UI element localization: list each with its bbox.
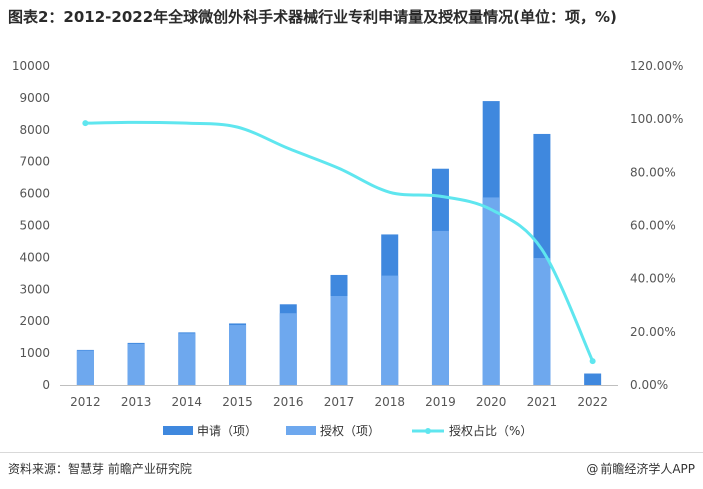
left-tick-label: 6000: [19, 187, 50, 201]
granted-bar: [482, 197, 500, 385]
x-axis: 2012 2013 2014 2015 2016 2017 2018 2019 2020 2021…: [70, 395, 608, 409]
brand-name: 前瞻经济学人APP: [600, 462, 695, 476]
left-tick-label: 8000: [19, 123, 50, 137]
right-tick-label: 60.00%: [630, 219, 676, 233]
chart-title: 图表2：2012-2022年全球微创外科手术器械行业专利申请量及授权量情况(单位…: [8, 8, 617, 26]
x-tick-label: 2020: [476, 395, 507, 409]
applied-bar: [584, 373, 602, 385]
x-tick-label: 2017: [324, 395, 355, 409]
legend-swatch: [163, 426, 193, 435]
granted-bar: [279, 313, 297, 385]
x-tick-label: 2014: [172, 395, 203, 409]
left-tick-label: 3000: [19, 282, 50, 296]
left-tick-label: 9000: [19, 91, 50, 105]
right-tick-label: 20.00%: [630, 325, 676, 339]
granted-bar: [330, 295, 348, 385]
ratio-point: [82, 120, 89, 127]
left-tick-label: 0: [42, 378, 50, 392]
x-tick-label: 2012: [70, 395, 101, 409]
x-tick-label: 2016: [273, 395, 304, 409]
granted-bar: [178, 333, 196, 385]
left-tick-label: 4000: [19, 250, 50, 264]
left-y-axis: 0 1000 2000 3000 4000 5000 6000 7000 8000 9000 100…: [12, 59, 50, 392]
legend-label: 授权（项）: [320, 423, 380, 438]
granted-bar: [431, 230, 449, 385]
right-tick-label: 120.00%: [630, 59, 683, 73]
right-tick-label: 100.00%: [630, 112, 683, 126]
right-y-axis: 0.00% 20.00% 40.00% 60.00% 80.00% 100.00% 120.…: [630, 59, 683, 392]
chart: 0 1000 2000 3000 4000 5000 6000 7000 8000 9000 100…: [12, 59, 684, 438]
left-tick-label: 10000: [12, 59, 50, 73]
granted-bar: [229, 325, 247, 385]
right-tick-label: 0.00%: [630, 378, 668, 392]
source-note: 资料来源：智慧芽 前瞻产业研究院: [8, 462, 192, 476]
x-tick-label: 2015: [222, 395, 253, 409]
granted-bars: [76, 197, 551, 385]
legend: 申请（项） 授权（项） 授权占比（%）: [163, 423, 532, 438]
granted-bar: [127, 343, 145, 385]
left-tick-label: 1000: [19, 346, 50, 360]
brand-credit: @ 前瞻经济学人APP: [586, 460, 695, 477]
legend-marker: [425, 428, 431, 434]
grant-ratio-points: [82, 120, 596, 365]
granted-bar: [381, 275, 399, 385]
left-tick-label: 5000: [19, 219, 50, 233]
ratio-point: [589, 358, 596, 365]
legend-label: 授权占比（%）: [449, 423, 532, 438]
left-tick-label: 7000: [19, 155, 50, 169]
granted-bar: [533, 258, 551, 385]
left-tick-label: 2000: [19, 314, 50, 328]
x-tick-label: 2018: [374, 395, 405, 409]
at-sign: @: [586, 462, 599, 476]
footer-divider: [0, 452, 703, 453]
legend-swatch: [286, 426, 316, 435]
x-tick-label: 2021: [527, 395, 558, 409]
x-tick-label: 2022: [577, 395, 608, 409]
right-tick-label: 40.00%: [630, 272, 676, 286]
x-tick-label: 2013: [121, 395, 152, 409]
granted-bar: [76, 350, 94, 385]
right-tick-label: 80.00%: [630, 165, 676, 179]
legend-label: 申请（项）: [197, 424, 257, 438]
x-tick-label: 2019: [425, 395, 456, 409]
grant-ratio-line: [85, 120, 595, 362]
